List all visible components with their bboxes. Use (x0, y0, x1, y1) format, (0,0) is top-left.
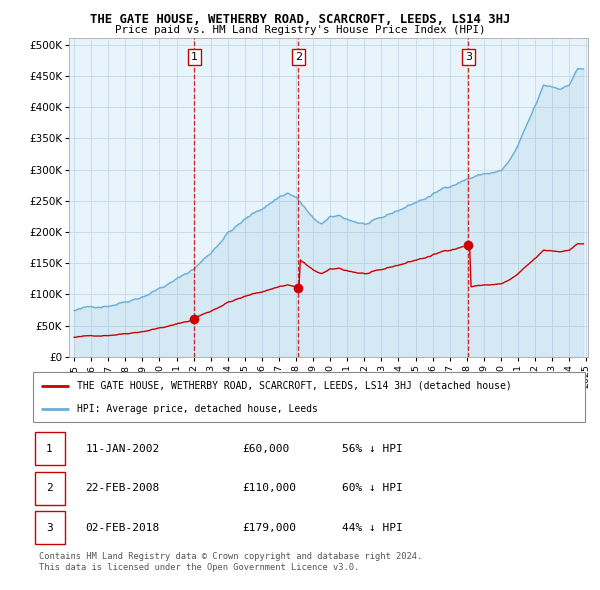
Text: 2: 2 (295, 52, 302, 62)
Text: 22-FEB-2008: 22-FEB-2008 (85, 483, 160, 493)
Text: 60% ↓ HPI: 60% ↓ HPI (342, 483, 403, 493)
Text: 44% ↓ HPI: 44% ↓ HPI (342, 523, 403, 533)
FancyBboxPatch shape (35, 511, 65, 545)
Text: 1: 1 (191, 52, 198, 62)
Text: THE GATE HOUSE, WETHERBY ROAD, SCARCROFT, LEEDS, LS14 3HJ: THE GATE HOUSE, WETHERBY ROAD, SCARCROFT… (90, 13, 510, 26)
FancyBboxPatch shape (35, 432, 65, 466)
Text: 02-FEB-2018: 02-FEB-2018 (85, 523, 160, 533)
Text: 1: 1 (46, 444, 53, 454)
Text: £60,000: £60,000 (243, 444, 290, 454)
Text: £179,000: £179,000 (243, 523, 297, 533)
FancyBboxPatch shape (35, 471, 65, 505)
Text: 3: 3 (46, 523, 53, 533)
Text: Price paid vs. HM Land Registry's House Price Index (HPI): Price paid vs. HM Land Registry's House … (115, 25, 485, 35)
Text: £110,000: £110,000 (243, 483, 297, 493)
Text: 3: 3 (465, 52, 472, 62)
FancyBboxPatch shape (33, 372, 585, 422)
Text: 11-JAN-2002: 11-JAN-2002 (85, 444, 160, 454)
Text: HPI: Average price, detached house, Leeds: HPI: Average price, detached house, Leed… (77, 404, 318, 414)
Text: 56% ↓ HPI: 56% ↓ HPI (342, 444, 403, 454)
Text: 2: 2 (46, 483, 53, 493)
Text: Contains HM Land Registry data © Crown copyright and database right 2024.
This d: Contains HM Land Registry data © Crown c… (39, 552, 422, 572)
Text: THE GATE HOUSE, WETHERBY ROAD, SCARCROFT, LEEDS, LS14 3HJ (detached house): THE GATE HOUSE, WETHERBY ROAD, SCARCROFT… (77, 381, 512, 391)
